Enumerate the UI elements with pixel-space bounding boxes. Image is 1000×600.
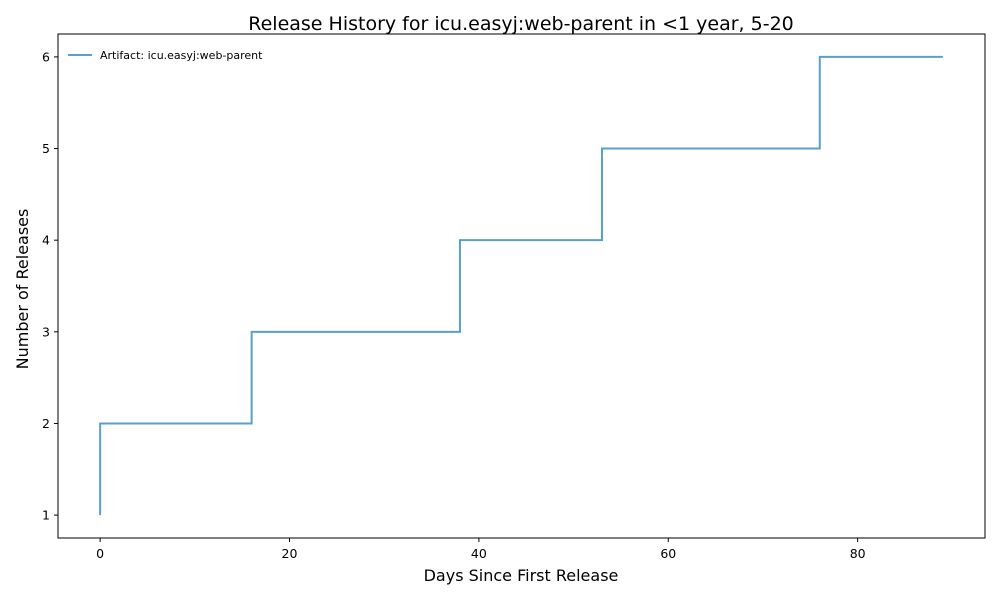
y-tick-label: 6 — [42, 49, 50, 64]
x-axis-ticks: 0 20 40 60 80 — [96, 538, 866, 561]
y-axis-label: Number of Releases — [13, 209, 32, 370]
x-tick-label: 60 — [660, 546, 676, 561]
chart-title: Release History for icu.easyj:web-parent… — [248, 13, 794, 35]
series-layer — [99, 55, 943, 516]
y-tick-label: 5 — [42, 141, 50, 156]
series-line-step — [99, 55, 943, 516]
y-tick-label: 2 — [42, 416, 50, 431]
x-axis-label: Days Since First Release — [424, 566, 619, 585]
axes-frame — [57, 33, 986, 539]
y-axis-ticks: 1 2 3 4 5 6 — [42, 49, 58, 523]
y-tick-label: 1 — [42, 508, 50, 523]
legend-label: Artifact: icu.easyj:web-parent — [100, 49, 263, 62]
x-tick-label: 40 — [471, 546, 487, 561]
x-tick-label: 20 — [282, 546, 298, 561]
y-tick-label: 3 — [42, 324, 50, 339]
plot-area: 0 20 40 60 80 1 2 3 4 5 6 — [42, 33, 986, 561]
y-tick-label: 4 — [42, 233, 50, 248]
x-tick-label: 0 — [96, 546, 104, 561]
x-tick-label: 80 — [850, 546, 866, 561]
legend: Artifact: icu.easyj:web-parent — [68, 49, 263, 62]
